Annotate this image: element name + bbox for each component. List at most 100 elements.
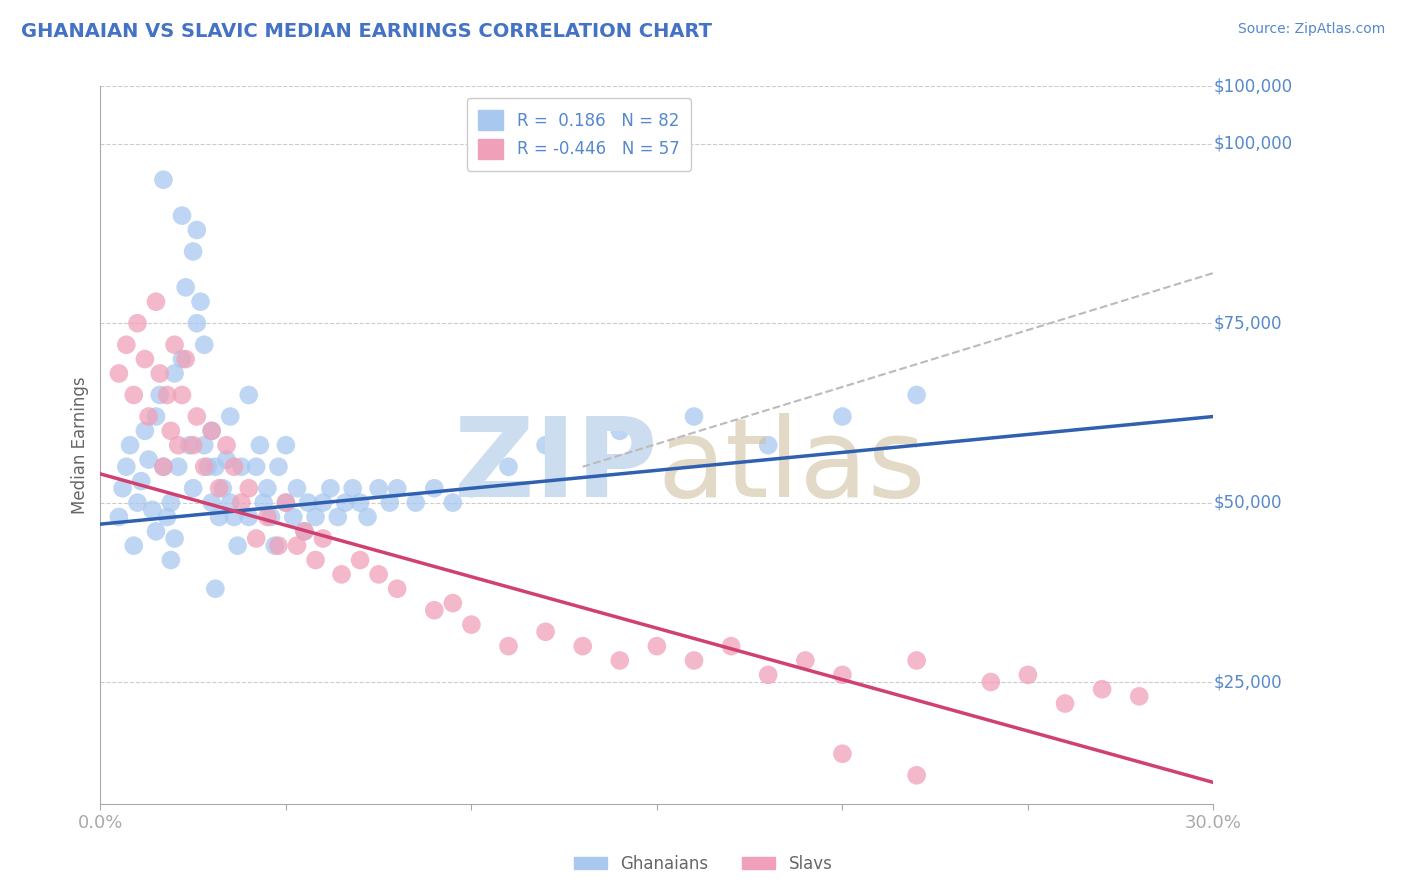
Point: [208, 481, 231, 495]
Point: [609, 424, 631, 438]
Point: [367, 481, 389, 495]
Point: [238, 481, 260, 495]
Text: ZIP: ZIP: [454, 413, 657, 520]
Point: [283, 510, 305, 524]
Point: [190, 294, 212, 309]
Point: [356, 510, 378, 524]
Point: [170, 388, 193, 402]
Point: [263, 539, 285, 553]
Point: [149, 388, 172, 402]
Point: [115, 459, 138, 474]
Point: [274, 438, 297, 452]
Point: [312, 532, 335, 546]
Point: [152, 172, 174, 186]
Point: [349, 495, 371, 509]
Point: [756, 668, 779, 682]
Point: [304, 510, 326, 524]
Point: [170, 352, 193, 367]
Point: [231, 495, 253, 509]
Point: [385, 582, 408, 596]
Point: [127, 316, 149, 330]
Point: [197, 459, 219, 474]
Point: [122, 388, 145, 402]
Point: [174, 352, 197, 367]
Text: atlas: atlas: [657, 413, 925, 520]
Point: [152, 459, 174, 474]
Text: $75,000: $75,000: [1213, 314, 1282, 332]
Point: [181, 481, 204, 495]
Point: [108, 510, 131, 524]
Point: [145, 294, 167, 309]
Point: [111, 481, 134, 495]
Point: [204, 582, 226, 596]
Point: [181, 244, 204, 259]
Point: [1017, 668, 1039, 682]
Point: [193, 438, 215, 452]
Point: [335, 495, 357, 509]
Point: [160, 424, 183, 438]
Point: [683, 409, 706, 424]
Point: [181, 438, 204, 452]
Point: [498, 639, 520, 653]
Point: [231, 459, 253, 474]
Point: [274, 495, 297, 509]
Point: [367, 567, 389, 582]
Point: [498, 459, 520, 474]
Point: [222, 510, 245, 524]
Point: [980, 675, 1002, 690]
Point: [720, 639, 742, 653]
Point: [794, 653, 817, 667]
Point: [138, 409, 160, 424]
Point: [222, 459, 245, 474]
Point: [219, 409, 242, 424]
Text: $25,000: $25,000: [1213, 673, 1282, 691]
Text: GHANAIAN VS SLAVIC MEDIAN EARNINGS CORRELATION CHART: GHANAIAN VS SLAVIC MEDIAN EARNINGS CORRE…: [21, 22, 711, 41]
Point: [145, 524, 167, 539]
Point: [831, 747, 853, 761]
Point: [460, 617, 482, 632]
Point: [118, 438, 141, 452]
Point: [304, 553, 326, 567]
Point: [238, 388, 260, 402]
Point: [905, 653, 928, 667]
Point: [267, 539, 290, 553]
Point: [215, 452, 238, 467]
Point: [193, 337, 215, 351]
Legend: Ghanaians, Slavs: Ghanaians, Slavs: [567, 848, 839, 880]
Point: [156, 388, 179, 402]
Text: $100,000: $100,000: [1213, 135, 1292, 153]
Point: [245, 532, 267, 546]
Point: [385, 481, 408, 495]
Point: [274, 495, 297, 509]
Point: [285, 539, 308, 553]
Point: [441, 596, 464, 610]
Point: [211, 481, 233, 495]
Point: [285, 481, 308, 495]
Point: [905, 768, 928, 782]
Point: [129, 474, 152, 488]
Point: [219, 495, 242, 509]
Point: [193, 459, 215, 474]
Point: [831, 668, 853, 682]
Point: [267, 459, 290, 474]
Point: [204, 459, 226, 474]
Point: [312, 495, 335, 509]
Point: [260, 510, 283, 524]
Point: [423, 603, 446, 617]
Y-axis label: Median Earnings: Median Earnings: [72, 376, 89, 514]
Point: [127, 495, 149, 509]
Point: [167, 438, 190, 452]
Point: [571, 639, 593, 653]
Point: [252, 495, 274, 509]
Point: [160, 553, 183, 567]
Point: [294, 524, 316, 539]
Legend: R =  0.186   N = 82, R = -0.446   N = 57: R = 0.186 N = 82, R = -0.446 N = 57: [467, 98, 692, 170]
Point: [831, 409, 853, 424]
Point: [349, 553, 371, 567]
Text: $50,000: $50,000: [1213, 493, 1282, 512]
Point: [1053, 697, 1076, 711]
Point: [319, 481, 342, 495]
Point: [186, 316, 208, 330]
Point: [245, 459, 267, 474]
Point: [534, 624, 557, 639]
